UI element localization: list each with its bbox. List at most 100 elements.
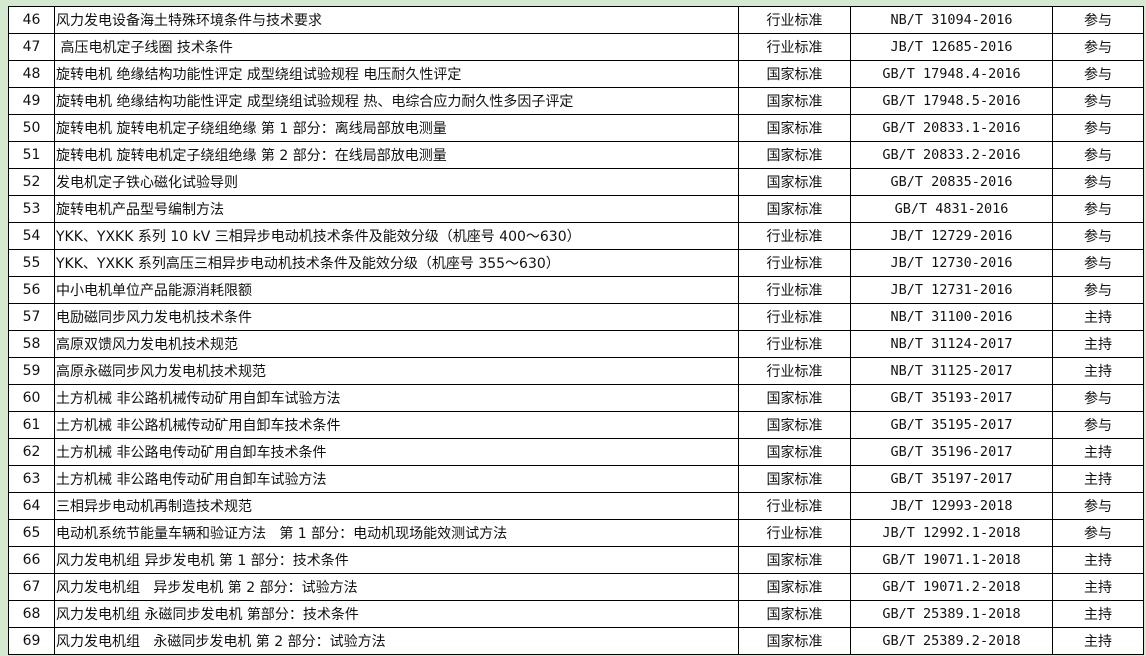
row-number-cell[interactable]: 47 — [8, 33, 55, 61]
standard-code-cell[interactable]: GB/T 17948.4-2016 — [850, 60, 1053, 88]
role-cell[interactable]: 主持 — [1052, 438, 1144, 466]
row-number-cell[interactable]: 54 — [8, 222, 55, 250]
standard-title-cell[interactable]: YKK、YXKK 系列高压三相异步电动机技术条件及能效分级（机座号 355～63… — [54, 249, 739, 277]
role-cell[interactable]: 参与 — [1052, 519, 1144, 547]
standard-code-cell[interactable]: GB/T 25389.1-2018 — [850, 600, 1053, 628]
row-number-cell[interactable]: 65 — [8, 519, 55, 547]
standard-title-cell[interactable]: 旋转电机产品型号编制方法 — [54, 195, 739, 223]
row-number-cell[interactable]: 64 — [8, 492, 55, 520]
standard-type-cell[interactable]: 国家标准 — [738, 438, 851, 466]
role-cell[interactable]: 主持 — [1052, 465, 1144, 493]
standard-type-cell[interactable]: 行业标准 — [738, 249, 851, 277]
standard-type-cell[interactable]: 行业标准 — [738, 6, 851, 34]
row-number-cell[interactable]: 52 — [8, 168, 55, 196]
standard-title-cell[interactable]: 高原永磁同步风力发电机技术规范 — [54, 357, 739, 385]
standard-code-cell[interactable]: GB/T 35197-2017 — [850, 465, 1053, 493]
standard-code-cell[interactable]: GB/T 35196-2017 — [850, 438, 1053, 466]
standard-code-cell[interactable]: GB/T 25389.2-2018 — [850, 627, 1053, 655]
standard-title-cell[interactable]: 风力发电设备海土特殊环境条件与技术要求 — [54, 6, 739, 34]
role-cell[interactable]: 参与 — [1052, 33, 1144, 61]
role-cell[interactable]: 参与 — [1052, 276, 1144, 304]
standard-code-cell[interactable]: GB/T 20835-2016 — [850, 168, 1053, 196]
role-cell[interactable]: 参与 — [1052, 492, 1144, 520]
standard-title-cell[interactable]: 电励磁同步风力发电机技术条件 — [54, 303, 739, 331]
standard-type-cell[interactable]: 国家标准 — [738, 465, 851, 493]
row-number-cell[interactable]: 62 — [8, 438, 55, 466]
row-number-cell[interactable]: 63 — [8, 465, 55, 493]
standard-title-cell[interactable]: YKK、YXKK 系列 10 kV 三相异步电动机技术条件及能效分级（机座号 4… — [54, 222, 739, 250]
standard-title-cell[interactable]: 风力发电机组 永磁同步发电机 第 2 部分：试验方法 — [54, 627, 739, 655]
standard-code-cell[interactable]: NB/T 31100-2016 — [850, 303, 1053, 331]
role-cell[interactable]: 参与 — [1052, 87, 1144, 115]
standard-type-cell[interactable]: 国家标准 — [738, 60, 851, 88]
role-cell[interactable]: 参与 — [1052, 249, 1144, 277]
standard-type-cell[interactable]: 行业标准 — [738, 519, 851, 547]
role-cell[interactable]: 参与 — [1052, 411, 1144, 439]
role-cell[interactable]: 参与 — [1052, 384, 1144, 412]
standard-code-cell[interactable]: JB/T 12992.1-2018 — [850, 519, 1053, 547]
standard-code-cell[interactable]: GB/T 20833.1-2016 — [850, 114, 1053, 142]
standard-title-cell[interactable]: 土方机械 非公路电传动矿用自卸车技术条件 — [54, 438, 739, 466]
row-number-cell[interactable]: 66 — [8, 546, 55, 574]
row-number-cell[interactable]: 67 — [8, 573, 55, 601]
standard-title-cell[interactable]: 旋转电机 绝缘结构功能性评定 成型绕组试验规程 热、电综合应力耐久性多因子评定 — [54, 87, 739, 115]
row-number-cell[interactable]: 58 — [8, 330, 55, 358]
standard-title-cell[interactable]: 旋转电机 旋转电机定子绕组绝缘 第 2 部分：在线局部放电测量 — [54, 141, 739, 169]
standard-type-cell[interactable]: 国家标准 — [738, 600, 851, 628]
standard-type-cell[interactable]: 国家标准 — [738, 627, 851, 655]
role-cell[interactable]: 参与 — [1052, 141, 1144, 169]
role-cell[interactable]: 参与 — [1052, 222, 1144, 250]
row-number-cell[interactable]: 53 — [8, 195, 55, 223]
standard-code-cell[interactable]: JB/T 12685-2016 — [850, 33, 1053, 61]
standard-code-cell[interactable]: GB/T 20833.2-2016 — [850, 141, 1053, 169]
row-number-cell[interactable]: 48 — [8, 60, 55, 88]
standard-type-cell[interactable]: 行业标准 — [738, 33, 851, 61]
row-number-cell[interactable]: 50 — [8, 114, 55, 142]
row-number-cell[interactable]: 49 — [8, 87, 55, 115]
role-cell[interactable]: 参与 — [1052, 60, 1144, 88]
standard-code-cell[interactable]: JB/T 12729-2016 — [850, 222, 1053, 250]
standard-code-cell[interactable]: GB/T 19071.1-2018 — [850, 546, 1053, 574]
row-number-cell[interactable]: 55 — [8, 249, 55, 277]
standard-title-cell[interactable]: 电动机系统节能量车辆和验证方法 第 1 部分：电动机现场能效测试方法 — [54, 519, 739, 547]
standard-type-cell[interactable]: 国家标准 — [738, 141, 851, 169]
standard-title-cell[interactable]: 风力发电机组 异步发电机 第 2 部分：试验方法 — [54, 573, 739, 601]
row-number-cell[interactable]: 56 — [8, 276, 55, 304]
standard-code-cell[interactable]: NB/T 31094-2016 — [850, 6, 1053, 34]
standard-title-cell[interactable]: 风力发电机组 异步发电机 第 1 部分：技术条件 — [54, 546, 739, 574]
row-number-cell[interactable]: 69 — [8, 627, 55, 655]
standard-type-cell[interactable]: 行业标准 — [738, 222, 851, 250]
role-cell[interactable]: 主持 — [1052, 330, 1144, 358]
standard-type-cell[interactable]: 行业标准 — [738, 357, 851, 385]
role-cell[interactable]: 主持 — [1052, 546, 1144, 574]
standard-code-cell[interactable]: GB/T 17948.5-2016 — [850, 87, 1053, 115]
standard-code-cell[interactable]: GB/T 19071.2-2018 — [850, 573, 1053, 601]
standard-type-cell[interactable]: 国家标准 — [738, 573, 851, 601]
standard-title-cell[interactable]: 三相异步电动机再制造技术规范 — [54, 492, 739, 520]
standard-type-cell[interactable]: 国家标准 — [738, 87, 851, 115]
standard-type-cell[interactable]: 行业标准 — [738, 492, 851, 520]
row-number-cell[interactable]: 60 — [8, 384, 55, 412]
standard-title-cell[interactable]: 旋转电机 旋转电机定子绕组绝缘 第 1 部分：离线局部放电测量 — [54, 114, 739, 142]
standard-type-cell[interactable]: 国家标准 — [738, 411, 851, 439]
row-number-cell[interactable]: 51 — [8, 141, 55, 169]
standard-type-cell[interactable]: 行业标准 — [738, 303, 851, 331]
standard-title-cell[interactable]: 土方机械 非公路电传动矿用自卸车试验方法 — [54, 465, 739, 493]
standard-code-cell[interactable]: JB/T 12993-2018 — [850, 492, 1053, 520]
role-cell[interactable]: 参与 — [1052, 168, 1144, 196]
standard-title-cell[interactable]: 旋转电机 绝缘结构功能性评定 成型绕组试验规程 电压耐久性评定 — [54, 60, 739, 88]
role-cell[interactable]: 参与 — [1052, 195, 1144, 223]
row-number-cell[interactable]: 46 — [8, 6, 55, 34]
standard-type-cell[interactable]: 国家标准 — [738, 168, 851, 196]
standard-title-cell[interactable]: 发电机定子铁心磁化试验导则 — [54, 168, 739, 196]
standard-type-cell[interactable]: 国家标准 — [738, 114, 851, 142]
row-number-cell[interactable]: 68 — [8, 600, 55, 628]
role-cell[interactable]: 参与 — [1052, 6, 1144, 34]
standard-code-cell[interactable]: JB/T 12730-2016 — [850, 249, 1053, 277]
row-number-cell[interactable]: 57 — [8, 303, 55, 331]
standard-type-cell[interactable]: 国家标准 — [738, 546, 851, 574]
standard-code-cell[interactable]: NB/T 31125-2017 — [850, 357, 1053, 385]
role-cell[interactable]: 主持 — [1052, 627, 1144, 655]
standard-title-cell[interactable]: 高原双馈风力发电机技术规范 — [54, 330, 739, 358]
standard-title-cell[interactable]: 土方机械 非公路机械传动矿用自卸车技术条件 — [54, 411, 739, 439]
